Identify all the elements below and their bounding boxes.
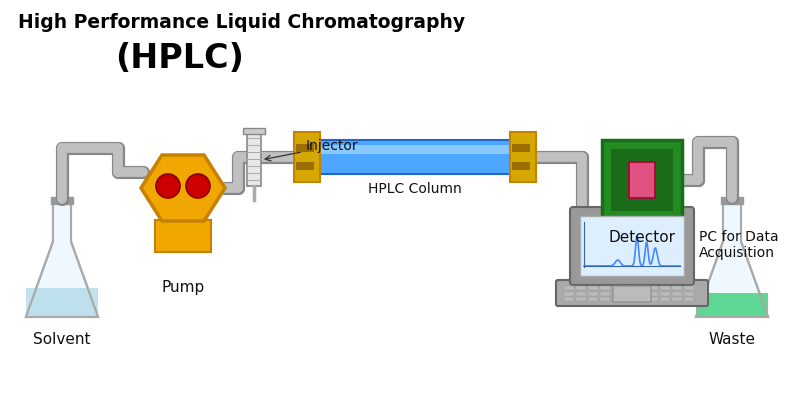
Bar [636,291,646,296]
Bar [648,286,658,290]
FancyBboxPatch shape [556,280,708,306]
Bar [247,134,261,186]
Bar [243,128,265,134]
Bar [576,297,586,301]
Text: Solvent: Solvent [34,332,90,347]
Text: (HPLC): (HPLC) [115,42,244,75]
FancyBboxPatch shape [570,207,694,285]
Bar [648,297,658,301]
Polygon shape [26,199,98,317]
Bar [660,286,670,290]
Circle shape [156,174,180,198]
Bar [684,286,694,290]
Bar [588,297,598,301]
Bar [588,291,598,296]
Text: Detector: Detector [609,230,675,245]
Bar [564,286,574,290]
Bar [576,286,586,290]
Bar [564,297,574,301]
Bar [564,291,574,296]
Bar [320,145,510,154]
Bar [672,297,682,301]
Bar [611,149,673,211]
Bar [624,291,634,296]
Bar [320,140,510,174]
Bar [612,286,622,290]
Bar [580,216,684,276]
Text: Pump: Pump [162,280,205,295]
Bar [722,197,742,204]
Bar [576,291,586,296]
Bar [155,220,211,252]
Text: HPLC Column: HPLC Column [368,182,462,196]
Polygon shape [141,155,225,221]
Bar [636,297,646,301]
Bar [672,291,682,296]
Bar [624,286,634,290]
Bar [672,286,682,290]
FancyBboxPatch shape [613,286,651,302]
Bar [636,286,646,290]
Bar [602,140,682,220]
Bar [512,162,530,170]
Bar [684,297,694,301]
Bar [510,132,536,182]
Polygon shape [696,199,768,317]
Bar [600,291,610,296]
Text: Injector: Injector [265,139,358,161]
Bar [629,162,655,198]
Bar [612,297,622,301]
Bar [660,297,670,301]
Bar [684,291,694,296]
Bar [612,291,622,296]
Bar [588,286,598,290]
Text: Waste: Waste [709,332,755,347]
Bar [296,162,314,170]
Bar [660,291,670,296]
Polygon shape [26,288,98,317]
Polygon shape [696,293,768,317]
Bar [51,197,73,204]
Bar [512,144,530,152]
Text: High Performance Liquid Chromatography: High Performance Liquid Chromatography [18,13,465,32]
Bar [600,286,610,290]
Bar [648,291,658,296]
Bar [624,297,634,301]
Bar [600,297,610,301]
Text: PC for Data
Acquisition: PC for Data Acquisition [699,230,778,260]
Bar [296,144,314,152]
Circle shape [186,174,210,198]
Bar [294,132,320,182]
